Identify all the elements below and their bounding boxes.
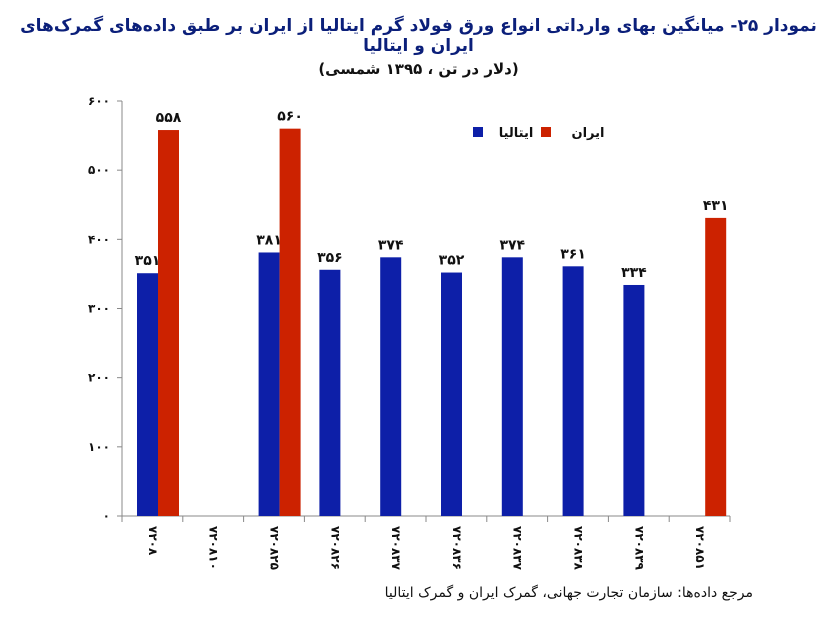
chart-subtitle: (دلار در تن ، ۱۳۹۵ شمسی) <box>318 60 519 78</box>
y-tick-label: ۰ <box>103 509 110 523</box>
x-tick-label: ۷۲۰۸۲۵ <box>268 526 282 570</box>
source-note: مرجع داده‌ها: سازمان تجارت جهانی، گمرک ا… <box>384 585 753 601</box>
bar <box>279 128 301 516</box>
legend-label: ایران <box>572 126 605 141</box>
y-tick-label: ۵۰۰ <box>88 163 110 177</box>
x-tick-label: ۷۲۰۸۵۱ <box>693 526 707 570</box>
x-tick-label: ۷۲۰۸۱۰ <box>207 526 221 570</box>
data-label: ۵۵۸ <box>156 110 182 126</box>
data-label: ۳۵۲ <box>439 253 465 269</box>
bar <box>562 266 584 516</box>
data-label: ۳۷۴ <box>499 237 525 253</box>
x-tick-label: ۷۲۰۸۳۹ <box>632 526 646 571</box>
data-label: ۳۷۴ <box>378 237 404 253</box>
bar <box>137 273 158 516</box>
y-tick-label: ۲۰۰ <box>88 371 110 385</box>
x-tick-label: ۷۲۰۸۲۶ <box>328 526 342 570</box>
bar <box>705 217 727 516</box>
data-label: ۳۸۱ <box>256 232 282 248</box>
x-tick-label: ۷۲۰۸ <box>146 526 160 556</box>
y-tick-label: ۳۰۰ <box>88 302 110 316</box>
bar <box>258 252 280 516</box>
bar <box>319 269 341 516</box>
bar <box>380 257 402 516</box>
legend-swatch <box>473 127 483 137</box>
bar <box>501 257 523 516</box>
data-label: ۳۶۱ <box>560 246 586 262</box>
data-label: ۵۶۰ <box>277 109 303 125</box>
y-tick-label: ۱۰۰ <box>88 440 110 454</box>
bar <box>441 272 462 516</box>
bar <box>158 130 179 517</box>
y-tick-label: ۶۰۰ <box>88 94 110 108</box>
data-label: ۳۵۱ <box>135 253 161 269</box>
x-tick-label: ۷۲۰۸۳۸ <box>572 526 586 571</box>
data-labels: ۳۵۱ ۳۸۱ ۳۵۶ ۳۷۴ ۳۵۲ ۳۷۴ ۳۶۱ ۳۳۴ ۵۵۸ ۵۶۰ ۴۳۱ <box>135 109 729 281</box>
data-label: ۴۳۱ <box>703 198 729 214</box>
x-tick-label: ۷۲۰۸۳۷ <box>511 526 525 571</box>
chart-title: نمودار ۲۵- میانگین بهای وارداتی انواع ور… <box>20 16 817 56</box>
legend-label: ایتالیا <box>499 126 534 141</box>
data-label: ۳۵۶ <box>317 250 343 266</box>
x-tick-label: ۷۲۰۸۳۶ <box>450 526 464 570</box>
legend-swatch <box>541 127 551 137</box>
y-axis: ۰ ۱۰۰ ۲۰۰ ۳۰۰ ۴۰۰ ۵۰۰ ۶۰۰ <box>88 94 123 523</box>
bar <box>623 284 645 516</box>
x-axis: ۷۲۰۸ ۷۲۰۸۱۰ ۷۲۰۸۲۵ ۷۲۰۸۲۶ ۷۲۰۸۳۷ ۷۲۰۸۳۶ ۷۲۰۸۳۷… <box>121 515 731 571</box>
legend: ایتالیا ایران <box>473 126 604 141</box>
bars <box>137 128 727 517</box>
y-tick-label: ۴۰۰ <box>88 232 110 246</box>
data-label: ۳۳۴ <box>621 265 647 281</box>
x-tick-label: ۷۲۰۸۳۷ <box>389 526 403 571</box>
